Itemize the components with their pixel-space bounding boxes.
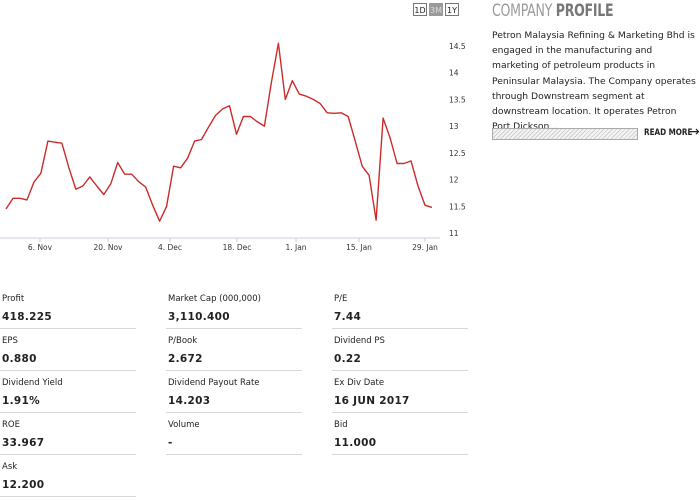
stat-label: Ask	[2, 462, 18, 472]
range-selector: 1D 3M 1Y	[413, 3, 459, 16]
stat-value: 0.880	[2, 353, 37, 365]
stat-label: P/Book	[168, 336, 198, 346]
stat-dividend-yield: Dividend Yield 1.91%	[0, 370, 136, 413]
stat-value: 12.200	[2, 479, 45, 491]
stat-value: -	[168, 437, 173, 449]
stat-value: 11.000	[334, 437, 377, 449]
y-tick-label: 11.5	[449, 202, 466, 211]
stat-dividend-ps: Dividend PS 0.22	[332, 328, 468, 371]
range-1y-button[interactable]: 1Y	[445, 3, 459, 16]
range-1d-button[interactable]: 1D	[413, 3, 427, 16]
stat-pe: P/E 7.44	[332, 286, 468, 329]
stat-ask: Ask 12.200	[0, 454, 136, 497]
stat-value: 14.203	[168, 395, 211, 407]
x-tick-label: 15. Jan	[346, 243, 372, 252]
stat-label: Market Cap (000,000)	[168, 294, 261, 304]
price-chart[interactable]: 6. Nov 20. Nov 4. Dec 18. Dec 1. Jan 15. Jan 2…	[0, 0, 470, 262]
stat-bid: Bid 11.000	[332, 412, 468, 455]
y-tick-label: 12.5	[449, 149, 466, 158]
stat-value: 33.967	[2, 437, 45, 449]
y-tick-label: 14.5	[449, 42, 466, 51]
stat-label: Volume	[168, 420, 200, 430]
stat-value: 1.91%	[2, 395, 40, 407]
read-more-row: READ MORE →	[492, 124, 700, 141]
x-tick-label: 1. Jan	[285, 243, 306, 252]
profile-title-bold: PROFILE	[555, 1, 614, 21]
arrow-right-icon[interactable]: →	[688, 124, 700, 140]
stat-label: Dividend Yield	[2, 378, 63, 388]
stat-roe: ROE 33.967	[0, 412, 136, 455]
stat-volume: Volume -	[166, 412, 302, 455]
hatch-divider	[492, 128, 638, 140]
stat-ex-div-date: Ex Div Date 16 JUN 2017	[332, 370, 468, 413]
y-tick-label: 13	[449, 122, 459, 131]
stat-label: Bid	[334, 420, 348, 430]
stat-value: 3,110.400	[168, 311, 230, 323]
stat-value: 16 JUN 2017	[334, 395, 410, 407]
stat-label: Profit	[2, 294, 25, 304]
stat-label: Dividend PS	[334, 336, 385, 346]
y-tick-label: 14	[449, 69, 459, 78]
x-tick-label: 18. Dec	[223, 243, 252, 252]
stat-value: 418.225	[2, 311, 52, 323]
stat-p-book: P/Book 2.672	[166, 328, 302, 371]
profile-title-light: COMPANY	[492, 1, 553, 21]
y-tick-label: 11	[449, 229, 459, 238]
stat-profit: Profit 418.225	[0, 286, 136, 329]
profile-title: COMPANY PROFILE	[492, 0, 663, 22]
x-tick-label: 6. Nov	[28, 243, 53, 252]
stat-label: Ex Div Date	[334, 378, 385, 388]
price-line	[5, 42, 433, 222]
price-chart-svg: 6. Nov 20. Nov 4. Dec 18. Dec 1. Jan 15. Jan 2…	[0, 42, 466, 252]
x-tick-label: 4. Dec	[158, 243, 182, 252]
stat-label: Dividend Payout Rate	[168, 378, 260, 388]
profile-description: Petron Malaysia Refining & Marketing Bhd…	[492, 30, 696, 133]
y-tick-label: 12	[449, 176, 459, 185]
stat-label: ROE	[2, 420, 20, 430]
company-profile: COMPANY PROFILE Petron Malaysia Refining…	[492, 0, 700, 150]
stat-eps: EPS 0.880	[0, 328, 136, 371]
read-more-link[interactable]: READ MORE	[644, 128, 693, 138]
y-tick-label: 13.5	[449, 95, 466, 104]
stat-dividend-payout-rate: Dividend Payout Rate 14.203	[166, 370, 302, 413]
x-tick-label: 20. Nov	[94, 243, 124, 252]
stat-value: 2.672	[168, 353, 203, 365]
stat-value: 0.22	[334, 353, 362, 365]
range-3m-button[interactable]: 3M	[429, 3, 443, 16]
stat-market-cap: Market Cap (000,000) 3,110.400	[166, 286, 302, 329]
x-tick-label: 29. Jan	[412, 243, 438, 252]
stat-label: P/E	[334, 294, 348, 304]
stat-value: 7.44	[334, 311, 362, 323]
stat-label: EPS	[2, 336, 18, 346]
